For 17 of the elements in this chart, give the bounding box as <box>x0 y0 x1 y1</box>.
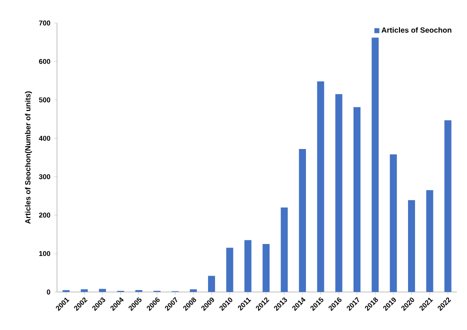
bar <box>98 288 106 292</box>
bar <box>353 107 360 292</box>
bar <box>390 154 397 292</box>
bar <box>190 289 197 292</box>
bar <box>80 289 88 292</box>
bar <box>317 81 324 292</box>
bar <box>262 244 270 292</box>
bar <box>226 248 234 292</box>
bar <box>444 120 452 292</box>
bar <box>408 200 416 292</box>
bar <box>280 207 288 292</box>
bar <box>372 38 379 292</box>
bar <box>426 190 434 292</box>
bar <box>208 276 216 292</box>
bar <box>298 149 306 292</box>
bar <box>244 240 252 292</box>
bar <box>335 94 342 292</box>
